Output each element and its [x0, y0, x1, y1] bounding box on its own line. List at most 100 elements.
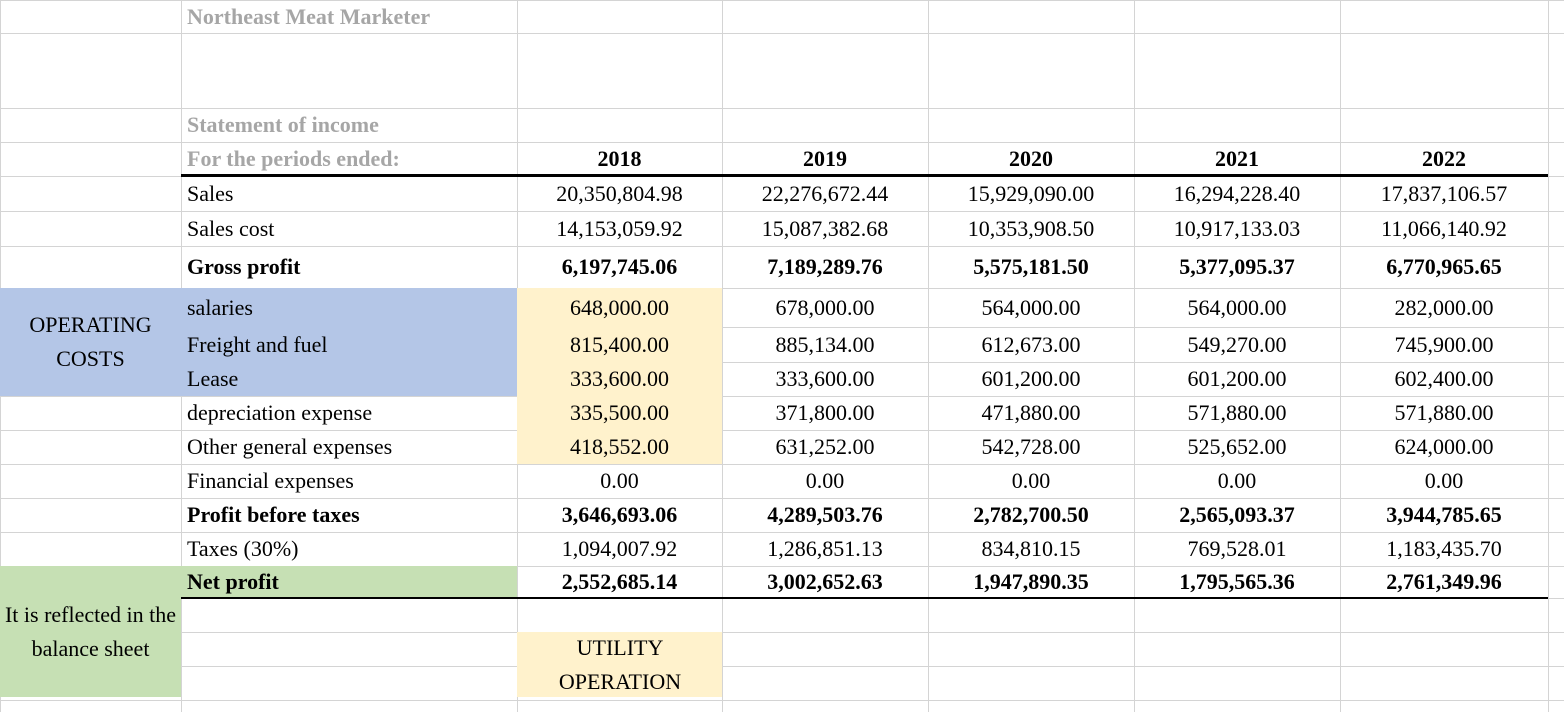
value-cell: 418,552.00 — [570, 434, 669, 459]
value-cell: 10,353,908.50 — [967, 215, 1095, 241]
value-cell: 571,880.00 — [1187, 400, 1287, 425]
value-cell: 648,000.00 — [570, 294, 669, 320]
row-label: depreciation expense — [187, 400, 373, 425]
value-cell: 525,652.00 — [1187, 434, 1287, 459]
grid-line — [0, 700, 1564, 701]
cell-fill — [517, 632, 722, 697]
grid-line — [0, 532, 1564, 533]
row-label: Lease — [187, 366, 239, 391]
value-cell: 602,400.00 — [1394, 366, 1494, 391]
value-cell: 282,000.00 — [1394, 294, 1494, 320]
grid-line — [0, 566, 1564, 567]
cell-fill — [0, 288, 517, 396]
grid-line — [0, 33, 1564, 34]
value-cell: 6,770,965.65 — [1386, 254, 1502, 279]
value-cell: 549,270.00 — [1187, 331, 1287, 357]
value-cell: 4,289,503.76 — [767, 502, 883, 527]
value-cell: 335,500.00 — [570, 400, 669, 425]
value-cell: 601,200.00 — [1187, 366, 1287, 391]
value-cell: 3,944,785.65 — [1386, 502, 1502, 527]
cell-fill — [517, 288, 722, 464]
value-cell: 2,761,349.96 — [1386, 569, 1502, 594]
value-cell: 601,200.00 — [981, 366, 1081, 391]
value-cell: 471,880.00 — [981, 400, 1081, 425]
cell-fill — [181, 566, 517, 598]
row-label: Taxes (30%) — [187, 536, 299, 561]
value-cell: 1,286,851.13 — [767, 536, 883, 561]
value-cell: 15,087,382.68 — [761, 215, 889, 241]
value-cell: 678,000.00 — [775, 294, 875, 320]
value-cell: 571,880.00 — [1394, 400, 1494, 425]
value-cell: 333,600.00 — [775, 366, 875, 391]
value-cell: 3,002,652.63 — [767, 569, 883, 594]
grid-line — [0, 430, 1564, 431]
grid-line — [0, 288, 1564, 289]
year-header: 2019 — [803, 146, 847, 171]
value-cell: 745,900.00 — [1394, 331, 1494, 357]
balance-sheet-note: It is reflected in the balance sheet — [4, 601, 177, 661]
value-cell: 564,000.00 — [1187, 294, 1287, 320]
value-cell: 815,400.00 — [570, 331, 669, 357]
value-cell: 2,782,700.50 — [973, 502, 1089, 527]
row-label: Freight and fuel — [187, 331, 328, 357]
value-cell: 2,552,685.14 — [561, 569, 678, 594]
year-header: 2021 — [1215, 146, 1259, 171]
value-cell: 769,528.01 — [1187, 536, 1287, 561]
cell-fill — [0, 566, 181, 697]
value-cell: 1,947,890.35 — [973, 569, 1089, 594]
value-cell: 7,189,289.76 — [767, 254, 883, 279]
sheet-title: Northeast Meat Marketer — [187, 3, 431, 29]
value-cell: 5,575,181.50 — [973, 254, 1089, 279]
value-cell: 6,197,745.06 — [561, 254, 678, 279]
value-cell: 3,646,693.06 — [561, 502, 678, 527]
year-header: 2020 — [1009, 146, 1053, 171]
operating-costs-label: OPERATING COSTS — [29, 312, 152, 371]
value-cell: 1,183,435.70 — [1386, 536, 1502, 561]
utility-note: UTILITY OPERATION — [558, 634, 682, 694]
grid-line — [0, 327, 1564, 328]
value-cell: 16,294,228.40 — [1173, 180, 1301, 206]
grid-line — [1134, 0, 1135, 712]
statement-title: Statement of income — [187, 112, 379, 137]
grid-line — [0, 464, 1564, 465]
value-cell: 0.00 — [1011, 468, 1051, 493]
value-cell: 20,350,804.98 — [556, 180, 683, 206]
value-cell: 564,000.00 — [981, 294, 1081, 320]
value-cell: 542,728.00 — [981, 434, 1081, 459]
value-cell: 1,094,007.92 — [561, 536, 678, 561]
year-header: 2018 — [597, 146, 642, 171]
value-cell: 885,134.00 — [775, 331, 875, 357]
value-cell: 371,800.00 — [775, 400, 875, 425]
grid-line — [928, 0, 929, 712]
row-label: Other general expenses — [187, 434, 393, 459]
year-header: 2022 — [1422, 146, 1466, 171]
value-cell: 5,377,095.37 — [1179, 254, 1295, 279]
value-cell: 14,153,059.92 — [556, 215, 683, 241]
header-border — [181, 174, 1548, 177]
value-cell: 333,600.00 — [570, 366, 669, 391]
grid-line — [0, 362, 1564, 363]
value-cell: 624,000.00 — [1394, 434, 1494, 459]
grid-line — [722, 0, 723, 712]
value-cell: 631,252.00 — [775, 434, 875, 459]
grid-line — [0, 246, 1564, 247]
value-cell: 0.00 — [1424, 468, 1464, 493]
grid-line — [0, 142, 1564, 143]
grid-line — [0, 211, 1564, 212]
total-border — [181, 597, 1548, 599]
grid-line — [0, 666, 1564, 667]
value-cell: 17,837,106.57 — [1380, 180, 1508, 206]
row-label: Sales cost — [187, 215, 275, 241]
row-label: Profit before taxes — [187, 502, 360, 527]
grid-line — [0, 0, 1564, 1]
grid-line — [0, 632, 1564, 633]
row-label: Net profit — [187, 569, 279, 594]
grid-line — [0, 498, 1564, 499]
value-cell: 0.00 — [1217, 468, 1257, 493]
grid-line — [0, 396, 1564, 397]
row-label: Gross profit — [187, 254, 301, 279]
value-cell: 2,565,093.37 — [1179, 502, 1295, 527]
period-label: For the periods ended: — [187, 146, 400, 171]
row-label: salaries — [187, 294, 253, 320]
